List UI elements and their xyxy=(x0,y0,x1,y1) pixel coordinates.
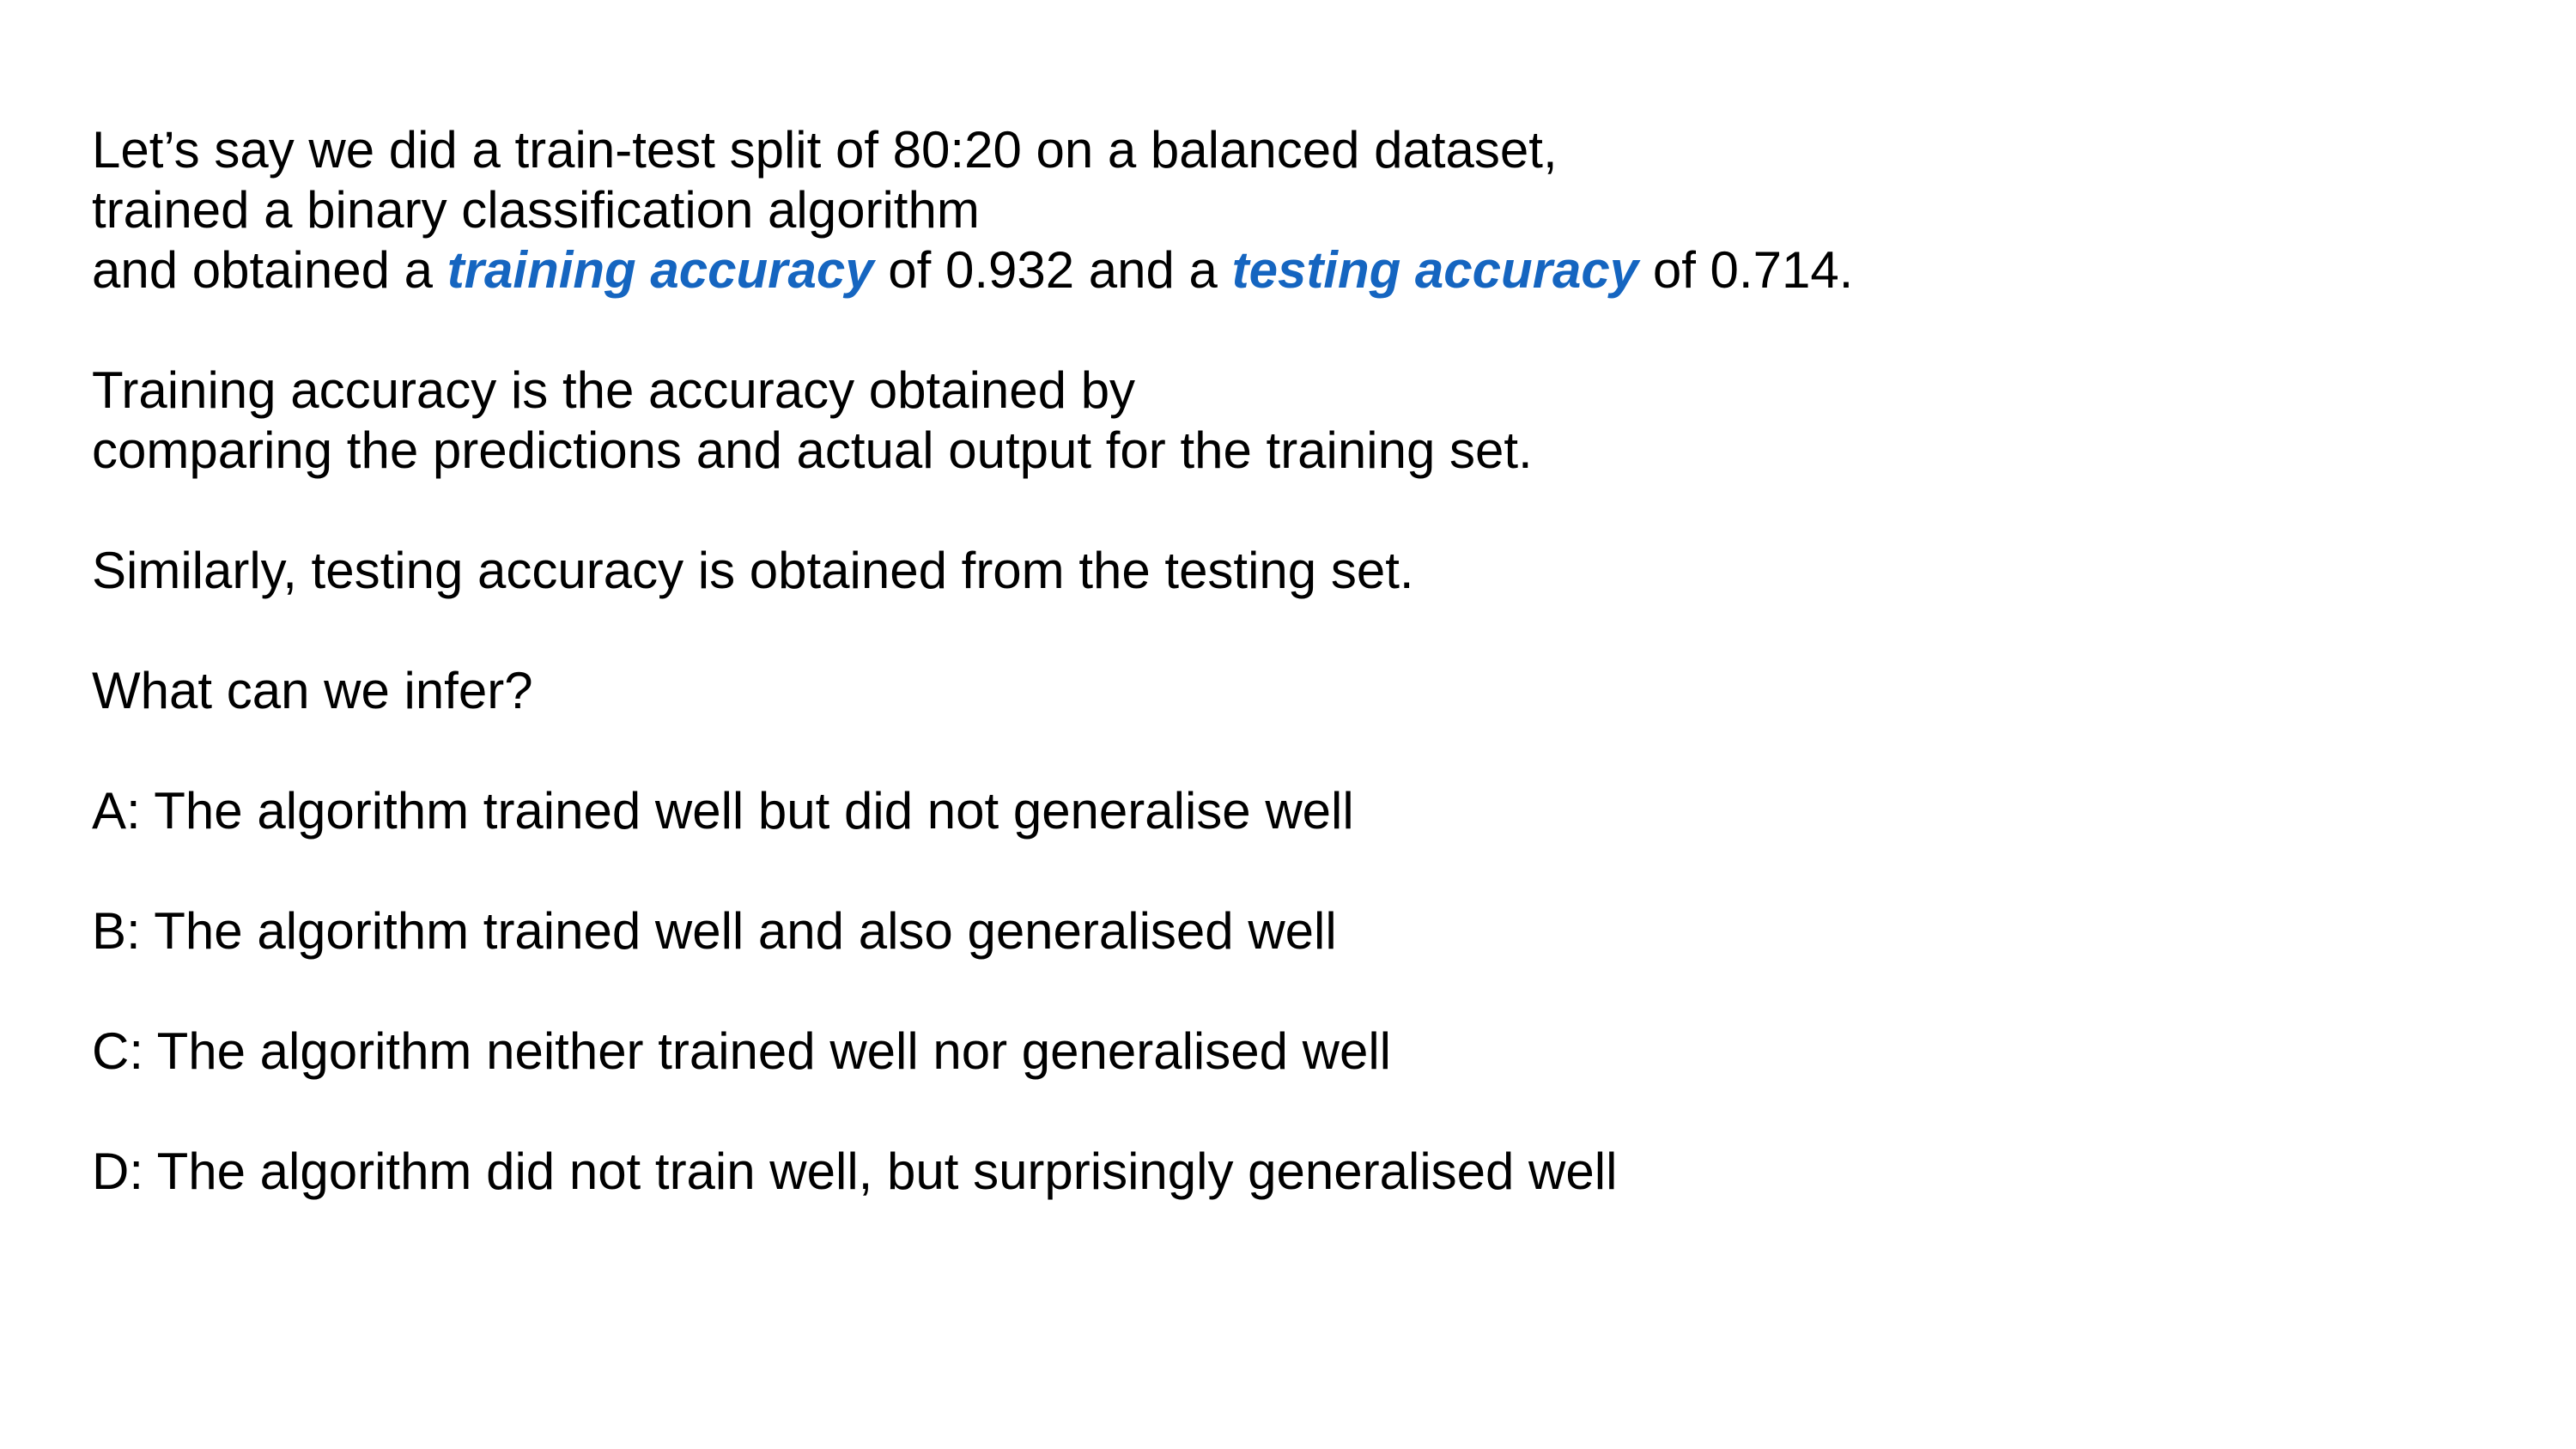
spacer xyxy=(92,721,2496,781)
testing-accuracy-term: testing accuracy xyxy=(1231,241,1639,299)
spacer xyxy=(92,601,2496,661)
spacer xyxy=(92,841,2496,901)
training-accuracy-term: training accuracy xyxy=(447,241,874,299)
option-d: D: The algorithm did not train well, but… xyxy=(92,1143,1618,1200)
spacer xyxy=(92,300,2496,361)
intro-line-2: trained a binary classification algorith… xyxy=(92,181,980,239)
intro-line-3: and obtained a training accuracy of 0.93… xyxy=(92,240,2496,300)
spacer xyxy=(92,481,2496,541)
question-line: What can we infer? xyxy=(92,662,533,719)
intro-line-3-part-c: of 0.714. xyxy=(1638,241,1854,299)
slide-content: Let’s say we did a train-test split of 8… xyxy=(92,120,2496,1202)
spacer xyxy=(92,1082,2496,1142)
spacer xyxy=(92,961,2496,1022)
intro-line-3-part-b: of 0.932 and a xyxy=(873,241,1232,299)
definition-line-1: Training accuracy is the accuracy obtain… xyxy=(92,361,1136,419)
intro-line-3-part-a: and obtained a xyxy=(92,241,447,299)
intro-line-1: Let’s say we did a train-test split of 8… xyxy=(92,121,1558,179)
definition-line-2: comparing the predictions and actual out… xyxy=(92,421,1533,479)
option-a: A: The algorithm trained well but did no… xyxy=(92,782,1354,840)
option-b: B: The algorithm trained well and also g… xyxy=(92,902,1337,960)
option-c: C: The algorithm neither trained well no… xyxy=(92,1022,1392,1080)
similarly-line: Similarly, testing accuracy is obtained … xyxy=(92,542,1414,599)
